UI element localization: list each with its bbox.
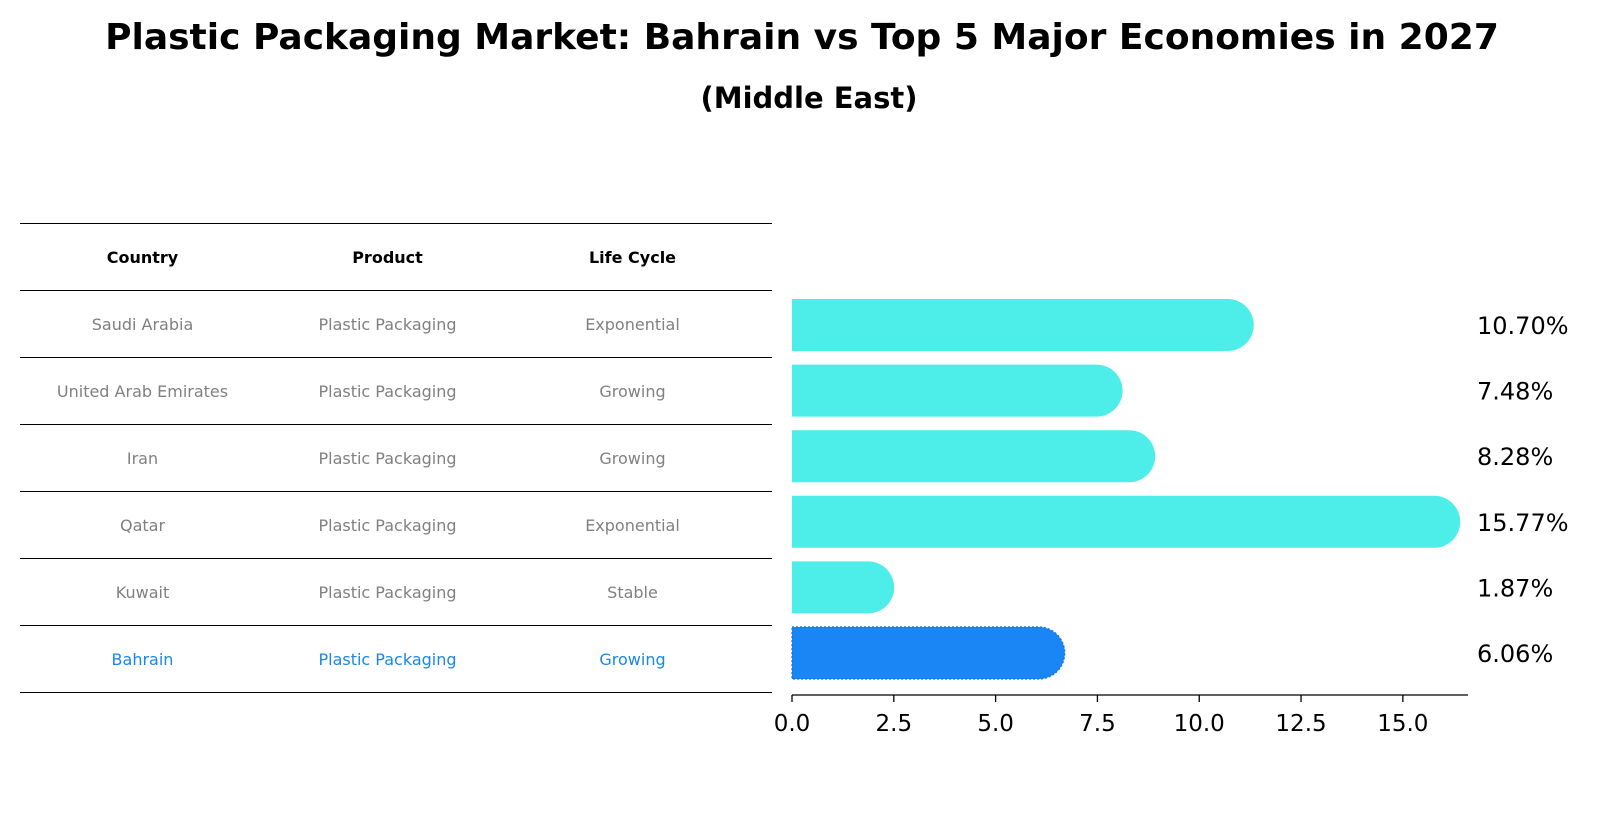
chart-title: Plastic Packaging Market: Bahrain vs Top…: [105, 17, 1499, 58]
table-row: Qatar Plastic Packaging Exponential: [20, 491, 772, 559]
x-tick-label: 12.5: [1275, 711, 1326, 737]
header-life-cycle: Life Cycle: [510, 223, 755, 291]
cell-country: United Arab Emirates: [20, 357, 265, 425]
x-tick-label: 7.5: [1079, 711, 1116, 737]
table-header-row: Country Product Life Cycle: [20, 223, 772, 291]
bar: [792, 299, 1254, 351]
cell-product: Plastic Packaging: [265, 491, 510, 559]
header-country: Country: [20, 223, 265, 291]
table-row-highlight: Bahrain Plastic Packaging Growing: [20, 625, 772, 693]
cell-life-cycle: Growing: [510, 625, 755, 693]
cell-country: Iran: [20, 424, 265, 492]
bar-value-label: 6.06%: [1477, 640, 1553, 668]
cell-spacer: [755, 625, 772, 693]
cell-life-cycle: Growing: [510, 357, 755, 425]
x-tick-label: 2.5: [876, 711, 913, 737]
x-tick-label: 10.0: [1174, 711, 1225, 737]
cell-product: Plastic Packaging: [265, 424, 510, 492]
cell-country: Bahrain: [20, 625, 265, 693]
bar: [792, 495, 1461, 548]
x-tick-label: 5.0: [977, 711, 1014, 737]
table-row: United Arab Emirates Plastic Packaging G…: [20, 357, 772, 425]
table-row: Iran Plastic Packaging Growing: [20, 424, 772, 492]
cell-country: Saudi Arabia: [20, 290, 265, 358]
bar-highlight: [792, 627, 1065, 679]
country-table: Country Product Life Cycle Saudi Arabia …: [20, 223, 772, 693]
bar-value-label: 8.28%: [1477, 443, 1553, 471]
cell-product: Plastic Packaging: [265, 625, 510, 693]
table-row: Saudi Arabia Plastic Packaging Exponenti…: [20, 290, 772, 358]
table-row: Kuwait Plastic Packaging Stable: [20, 558, 772, 626]
cell-country: Qatar: [20, 491, 265, 559]
bar: [792, 430, 1156, 483]
bar-highlight-outline: [791, 626, 1066, 680]
bar-value-label: 15.77%: [1477, 509, 1569, 537]
cell-life-cycle: Exponential: [510, 491, 755, 559]
bar-value-label: 1.87%: [1477, 574, 1553, 602]
x-tick-label: 0.0: [774, 711, 811, 737]
cell-product: Plastic Packaging: [265, 357, 510, 425]
x-tick-label: 15.0: [1377, 711, 1428, 737]
chart-subtitle: (Middle East): [700, 81, 918, 115]
header-product: Product: [265, 223, 510, 291]
cell-product: Plastic Packaging: [265, 558, 510, 626]
bar: [792, 364, 1123, 417]
bar: [792, 561, 895, 614]
bar-value-label: 10.70%: [1477, 312, 1569, 340]
cell-life-cycle: Exponential: [510, 290, 755, 358]
cell-life-cycle: Growing: [510, 424, 755, 492]
bar-value-label: 7.48%: [1477, 378, 1553, 406]
